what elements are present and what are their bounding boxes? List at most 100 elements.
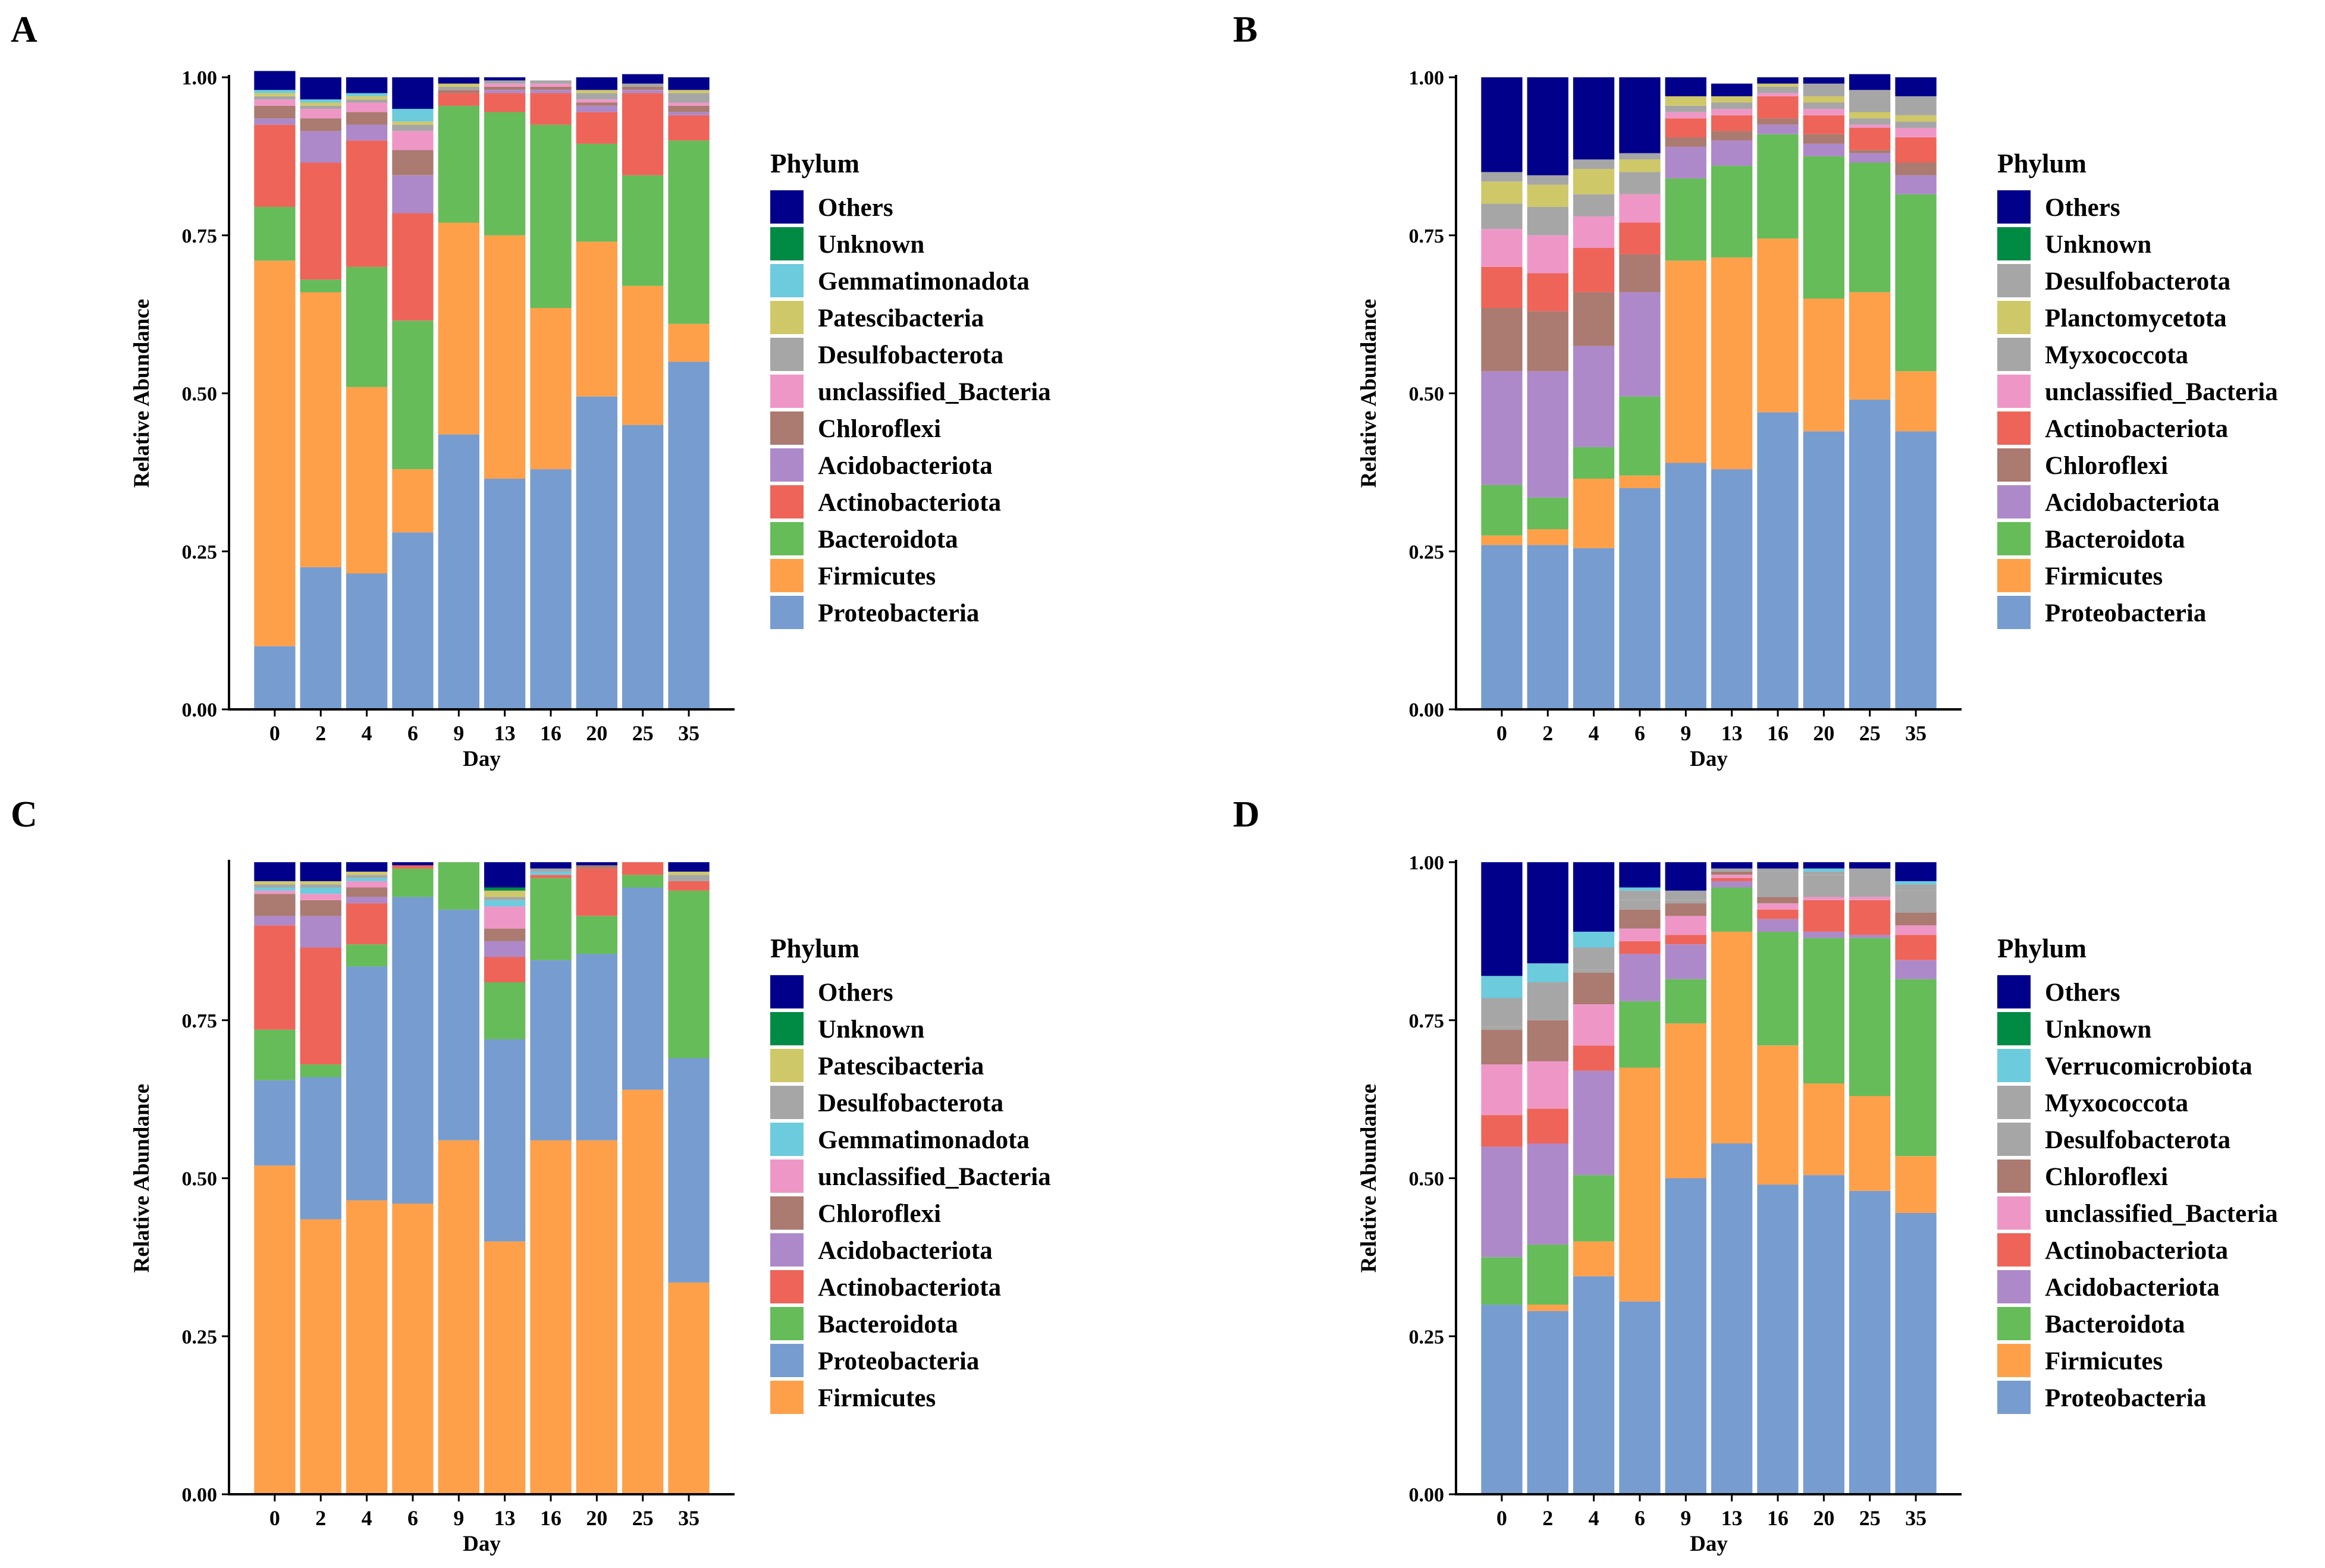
bar-segment-bacteroidota-day-9 [1665, 979, 1706, 1024]
panel-d-x-tick-label: 13 [1721, 1506, 1743, 1530]
bar-segment-proteobacteria-day-6 [1619, 488, 1661, 709]
legend-label-actinobacteriota: Actinobacteriota [818, 1274, 1001, 1302]
bar-segment-proteobacteria-day-9 [1665, 463, 1706, 709]
legend-swatch-proteobacteria [770, 1344, 804, 1377]
legend-swatch-firmicutes [770, 1381, 804, 1414]
bar-segment-firmicutes-day-35 [1895, 371, 1937, 432]
bar-segment-myxococcota-day-2 [1527, 206, 1568, 235]
bar-segment-bacteroidota-day-20 [576, 916, 617, 954]
bar-segment-bacteroidota-day-9 [438, 862, 479, 910]
bar-segment-unclassified-bacteria-day-35 [1895, 925, 1937, 935]
legend-label-others: Others [818, 194, 893, 222]
bar-segment-proteobacteria-day-2 [300, 1077, 341, 1220]
bar-segment-planctomycetota-day-25 [1849, 112, 1891, 119]
bar-segment-others-day-4 [1573, 862, 1615, 932]
bar-segment-acidobacteriota-day-35 [1895, 960, 1937, 979]
legend-label-bacteroidota: Bacteroidota [818, 1311, 958, 1338]
legend-label-unclassified-bacteria: unclassified_Bacteria [2045, 378, 2278, 406]
bar-segment-myxococcota-day-25 [1849, 118, 1891, 125]
bar-segment-planctomycetota-day-20 [1803, 96, 1844, 103]
panel-d-x-tick-label: 20 [1813, 1506, 1834, 1530]
legend-label-patescibacteria: Patescibacteria [818, 304, 984, 332]
bar-segment-chloroflexi-day-4 [1573, 973, 1615, 1005]
bar-segment-bacteroidota-day-2 [300, 1064, 341, 1077]
panel-a-x-tick-label: 13 [494, 721, 516, 745]
panel-c-legend: Phylum Others Unknown Patescibacteria Desulf… [770, 934, 1051, 1414]
bar-segment-proteobacteria-day-25 [622, 887, 664, 1090]
legend-label-myxococcota: Myxococcota [2045, 341, 2188, 369]
bar-segment-chloroflexi-day-6 [1619, 254, 1661, 293]
bar-segment-desulfobacterota-day-2 [300, 105, 341, 109]
legend-label-unknown: Unknown [818, 231, 924, 259]
bar-segment-acidobacteriota-day-16 [530, 90, 572, 93]
legend-swatch-chloroflexi [770, 411, 804, 445]
bar-segment-actinobacteriota-day-6 [1619, 941, 1661, 954]
legend-swatch-bacteroidota [770, 522, 804, 555]
bar-segment-bacteroidota-day-0 [254, 206, 296, 261]
panel-b-y-tick-label: 0.75 [1409, 225, 1445, 247]
bar-segment-bacteroidota-day-0 [1481, 485, 1523, 536]
bar-segment-firmicutes-day-35 [668, 323, 710, 362]
bar-segment-acidobacteriota-day-0 [1481, 371, 1523, 485]
bar-segment-others-day-2 [1527, 862, 1568, 964]
bar-segment-unclassified-bacteria-day-20 [1803, 109, 1844, 115]
bar-segment-desulfobacterota-day-0 [254, 884, 296, 888]
bar-segment-desulfobacterota-day-16 [530, 868, 572, 872]
bar-segment-chloroflexi-day-2 [300, 900, 341, 916]
panel-c-legend-title: Phylum [770, 934, 859, 963]
bar-segment-verrucomicrobiota-day-6 [1619, 887, 1661, 891]
panel-c-y-tick-label: 0.00 [182, 1484, 218, 1506]
panel-d-y-axis-title: Relative Abundance [1357, 1084, 1381, 1273]
bar-segment-actinobacteriota-day-25 [622, 862, 664, 875]
bar-segment-desulfobacterota-day-0 [254, 96, 296, 100]
legend-label-chloroflexi: Chloroflexi [818, 415, 941, 443]
bar-segment-desulfobacterota-day-16 [530, 80, 572, 84]
bar-segment-others-day-9 [438, 77, 479, 84]
legend-swatch-actinobacteriota [1997, 1233, 2031, 1267]
bar-segment-patescibacteria-day-35 [668, 90, 710, 93]
legend-swatch-patescibacteria [770, 1049, 804, 1082]
panel-d-x-tick-label: 6 [1634, 1506, 1645, 1530]
bar-segment-gemmatimonadota-day-2 [300, 887, 341, 894]
legend-swatch-firmicutes [1997, 559, 2031, 592]
bar-segment-actinobacteriota-day-25 [622, 93, 664, 175]
bar-segment-actinobacteriota-day-20 [576, 868, 617, 916]
panel-c-x-tick-label: 13 [494, 1506, 516, 1530]
bar-segment-proteobacteria-day-20 [576, 954, 617, 1140]
bar-segment-others-day-9 [1665, 862, 1706, 891]
bar-segment-proteobacteria-day-0 [254, 1080, 296, 1166]
bar-segment-myxococcota-day-9 [1665, 105, 1706, 112]
bar-segment-actinobacteriota-day-16 [530, 875, 572, 878]
bar-segment-actinobacteriota-day-13 [484, 93, 526, 112]
legend-swatch-others [1997, 975, 2031, 1008]
bar-segment-desulfobacterota-day-0 [1481, 172, 1523, 182]
bar-segment-myxococcota-day-20 [1803, 102, 1844, 109]
bar-segment-patescibacteria-day-4 [346, 871, 388, 875]
panel-b-legend: Phylum Others Unknown Desulfobacterota Planc… [1997, 149, 2278, 629]
bar-segment-others-day-0 [1481, 77, 1523, 172]
bar-segment-unclassified-bacteria-day-16 [1757, 903, 1799, 910]
legend-label-unknown: Unknown [2045, 1016, 2151, 1044]
bar-segment-firmicutes-day-13 [1711, 257, 1753, 470]
panel-a-bars [254, 71, 710, 709]
legend-label-desulfobacterota: Desulfobacterota [818, 341, 1003, 369]
bar-segment-firmicutes-day-16 [530, 308, 572, 470]
panel-d-letter: D [1233, 794, 1260, 835]
panel-c-y-tick-label: 0.50 [182, 1168, 218, 1190]
panel-b-x-tick-label: 13 [1721, 721, 1743, 745]
bar-segment-proteobacteria-day-0 [1481, 545, 1523, 709]
bar-segment-proteobacteria-day-0 [254, 646, 296, 709]
bar-segment-patescibacteria-day-20 [576, 90, 617, 93]
bar-segment-verrucomicrobiota-day-2 [1527, 963, 1568, 982]
bar-segment-acidobacteriota-day-25 [622, 90, 664, 93]
panel-c-x-tick-label: 6 [407, 1506, 418, 1530]
bar-segment-actinobacteriota-day-6 [1619, 222, 1661, 254]
bar-segment-myxococcota-day-6 [1619, 890, 1661, 900]
bar-segment-patescibacteria-day-0 [254, 881, 296, 885]
bar-segment-actinobacteriota-day-2 [300, 162, 341, 280]
bar-segment-bacteroidota-day-6 [1619, 1001, 1661, 1068]
bar-segment-firmicutes-day-35 [1895, 1156, 1937, 1213]
bar-segment-firmicutes-day-16 [1757, 1045, 1799, 1185]
bar-segment-desulfobacterota-day-35 [668, 93, 710, 103]
